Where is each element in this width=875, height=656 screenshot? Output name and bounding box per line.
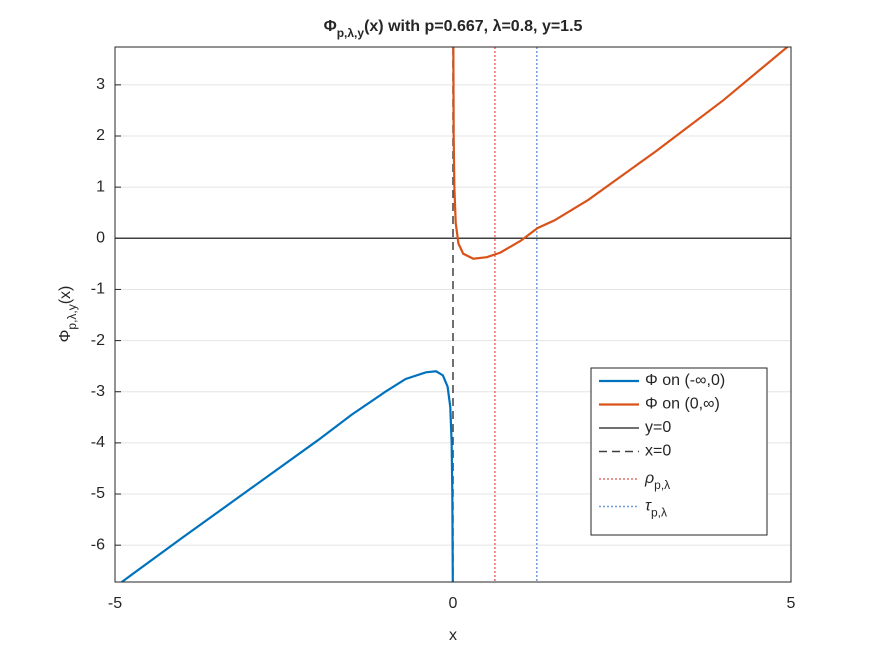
title-sub: p,λ,y <box>337 26 365 40</box>
legend-name: x=0 <box>645 443 671 460</box>
legend-name: y=0 <box>645 419 671 436</box>
y-tick-label: -3 <box>91 383 105 400</box>
legend-name: Φ on (0,∞) <box>645 396 720 413</box>
y-tick-label: 0 <box>96 230 105 247</box>
chart-title: Φp,λ,y(x) with p=0.667, λ=0.8, y=1.5 <box>324 18 583 40</box>
legend-label: τp,λ <box>645 498 667 520</box>
series-line <box>452 47 790 260</box>
legend-label: x=0 <box>645 443 671 460</box>
y-tick-label: -2 <box>91 332 105 349</box>
y-tick-label: -6 <box>91 536 105 553</box>
axes-box <box>114 46 792 583</box>
x-axis-label: x <box>449 627 457 644</box>
x-tick-label: -5 <box>108 595 122 612</box>
y-tick-label: 2 <box>96 127 105 144</box>
legend-label: Φ on (0,∞) <box>645 396 720 413</box>
legend-label: Φ on (-∞,0) <box>645 372 725 389</box>
x-tick-label: 0 <box>449 595 458 612</box>
legend-label: ρp,λ <box>644 470 670 492</box>
x-tick-label: 5 <box>787 595 796 612</box>
legend-sub: p,λ <box>654 478 670 492</box>
legend-name: Φ on (-∞,0) <box>645 372 725 389</box>
series-line <box>121 370 454 582</box>
legend-label: y=0 <box>645 419 671 436</box>
y-tick-label: -5 <box>91 485 105 502</box>
y-axis-label: Φp,λ,y(x) <box>57 286 79 343</box>
ylabel-main: Φ <box>57 330 74 343</box>
ylabel-rest: (x) <box>57 286 74 305</box>
ylabel-sub: p,λ,y <box>65 304 79 329</box>
legend-name: τ <box>645 498 652 515</box>
title-main: Φ <box>324 18 337 35</box>
y-tick-label: -1 <box>91 281 105 298</box>
legend-name: ρ <box>644 470 654 487</box>
y-tick-label: 1 <box>96 178 105 195</box>
y-tick-label: 3 <box>96 76 105 93</box>
legend-sub: p,λ <box>651 506 667 520</box>
title-rest: (x) with p=0.667, λ=0.8, y=1.5 <box>364 18 582 35</box>
y-tick-label: -4 <box>91 434 105 451</box>
